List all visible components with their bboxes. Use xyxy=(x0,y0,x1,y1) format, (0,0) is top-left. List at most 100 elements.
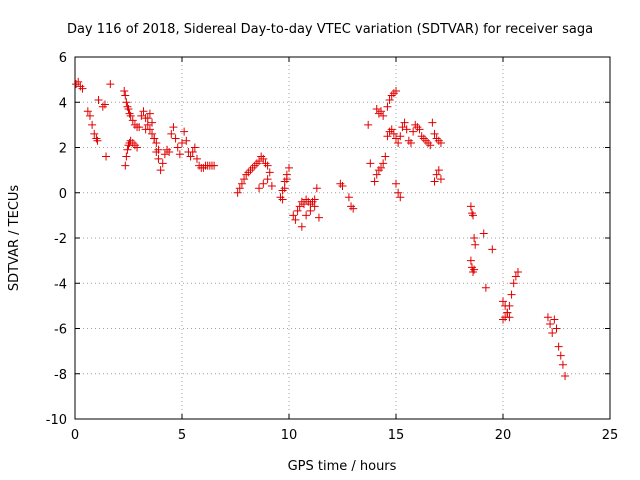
data-point xyxy=(278,186,287,195)
data-point xyxy=(466,256,475,265)
data-point xyxy=(434,166,443,175)
data-point xyxy=(143,120,152,129)
data-point xyxy=(139,107,148,116)
data-point xyxy=(310,195,319,204)
data-point xyxy=(123,145,132,154)
data-point xyxy=(509,279,518,288)
data-point xyxy=(381,152,390,161)
data-point xyxy=(188,148,197,157)
data-point xyxy=(199,163,208,172)
x-tick-label: 10 xyxy=(281,428,298,443)
data-point xyxy=(379,159,388,168)
data-point xyxy=(248,163,257,172)
chart-title: Day 116 of 2018, Sidereal Day-to-day VTE… xyxy=(67,22,593,37)
data-point xyxy=(543,313,552,322)
data-point xyxy=(400,118,409,127)
data-point xyxy=(503,308,512,317)
data-point xyxy=(88,120,97,129)
data-point xyxy=(148,118,157,127)
data-point xyxy=(310,202,319,211)
data-point xyxy=(259,179,268,188)
data-point xyxy=(293,206,302,215)
data-point xyxy=(481,283,490,292)
data-point xyxy=(387,125,396,134)
data-point xyxy=(135,123,144,132)
data-point xyxy=(466,202,475,211)
data-point xyxy=(152,138,161,147)
data-point xyxy=(93,136,102,145)
x-tick-label: 15 xyxy=(388,428,405,443)
data-point xyxy=(257,152,266,161)
data-point xyxy=(92,134,101,143)
data-point xyxy=(78,84,87,93)
y-tick-label: -10 xyxy=(46,413,67,428)
data-point xyxy=(252,159,261,168)
data-point xyxy=(276,193,285,202)
data-point xyxy=(379,111,388,120)
data-point xyxy=(556,351,565,360)
data-point xyxy=(394,138,403,147)
data-point xyxy=(100,100,109,109)
data-point xyxy=(383,132,392,141)
data-point xyxy=(406,138,415,147)
data-point xyxy=(467,263,476,272)
data-point xyxy=(377,163,386,172)
data-point xyxy=(186,152,195,161)
data-point xyxy=(291,215,300,224)
data-point xyxy=(389,129,398,138)
data-point xyxy=(409,127,418,136)
data-point xyxy=(261,159,270,168)
data-point xyxy=(178,138,186,147)
y-axis-label: SDTVAR / TECUs xyxy=(7,185,22,292)
data-point xyxy=(156,166,165,175)
data-point xyxy=(244,168,253,177)
data-point xyxy=(83,107,92,116)
x-tick-label: 20 xyxy=(495,428,512,443)
data-point xyxy=(122,98,131,107)
data-point xyxy=(417,132,426,141)
x-tick-label: 0 xyxy=(71,428,79,443)
data-point xyxy=(499,297,507,306)
data-point xyxy=(370,177,379,186)
data-point xyxy=(123,102,132,111)
data-point xyxy=(98,102,107,111)
data-point xyxy=(413,123,422,132)
data-point xyxy=(432,134,441,143)
data-point xyxy=(126,111,135,120)
data-point xyxy=(470,265,479,274)
data-point xyxy=(471,240,480,249)
data-point xyxy=(396,132,405,141)
data-point xyxy=(347,202,356,211)
data-point xyxy=(436,138,445,147)
data-point xyxy=(372,170,381,179)
data-point xyxy=(415,125,424,134)
data-point xyxy=(392,86,400,95)
y-tick-label: 6 xyxy=(59,51,67,66)
data-point xyxy=(402,125,411,134)
data-point xyxy=(469,267,478,276)
data-point xyxy=(430,177,439,186)
data-point xyxy=(552,324,561,333)
data-points xyxy=(72,77,570,381)
data-point xyxy=(72,80,81,89)
data-point xyxy=(289,211,298,220)
data-point xyxy=(90,129,99,138)
data-point xyxy=(511,272,520,281)
data-point xyxy=(85,111,94,120)
data-point xyxy=(306,206,315,215)
data-point xyxy=(128,116,137,125)
data-point xyxy=(302,211,311,220)
data-point xyxy=(364,120,373,129)
data-point xyxy=(263,175,272,184)
y-tick-label: 4 xyxy=(59,96,67,111)
data-point xyxy=(102,152,111,161)
data-point xyxy=(295,202,304,211)
data-point xyxy=(546,319,555,328)
data-point xyxy=(467,209,476,218)
data-point xyxy=(74,77,83,86)
data-point xyxy=(394,188,403,197)
x-tick-label: 5 xyxy=(178,428,186,443)
data-point xyxy=(192,154,201,163)
data-point xyxy=(513,267,522,276)
data-point xyxy=(374,109,383,118)
